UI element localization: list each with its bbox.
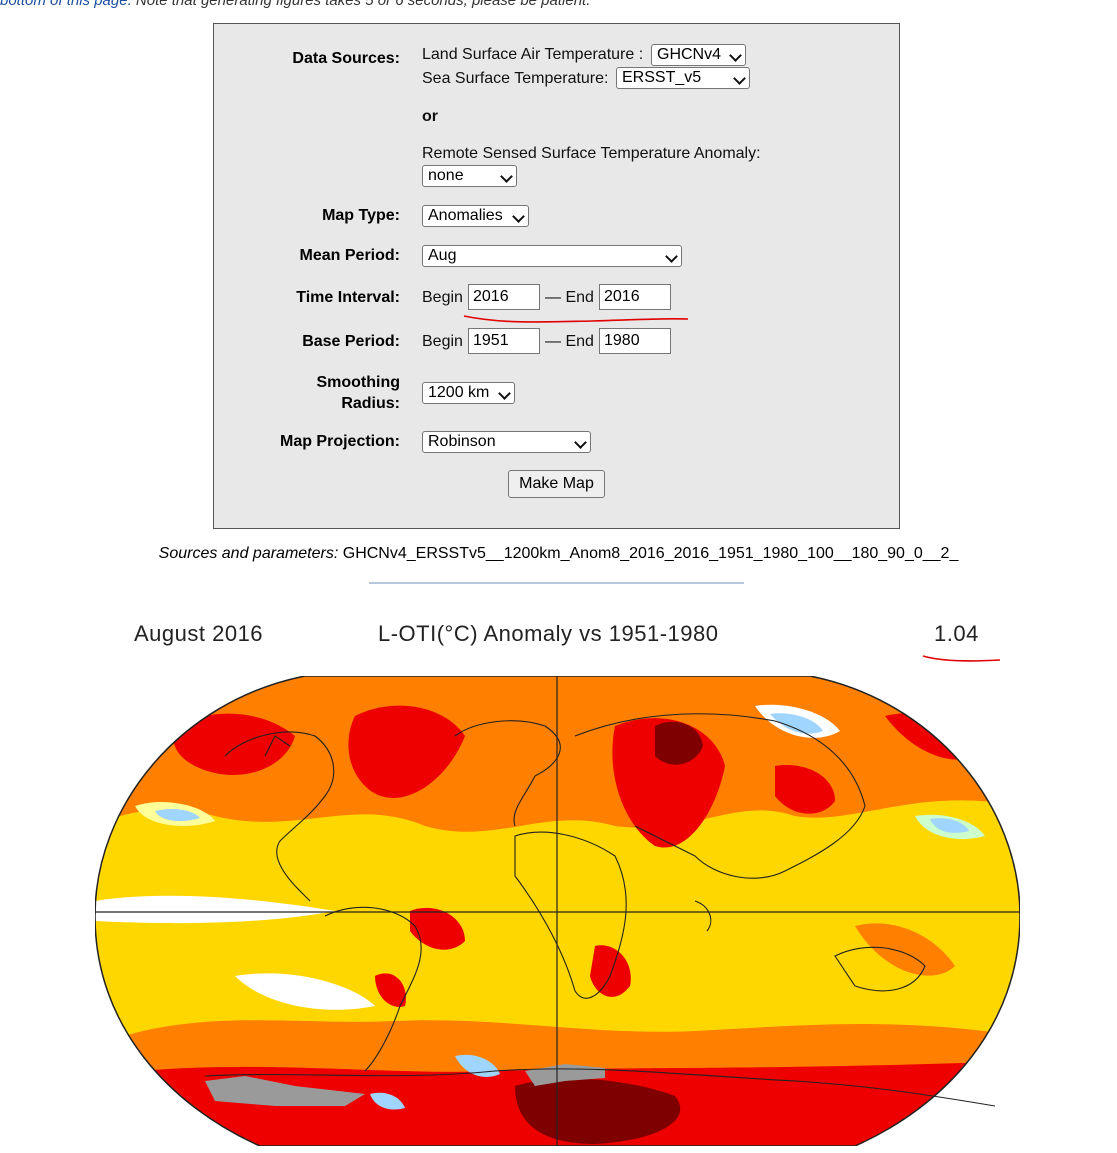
anomaly-red-sa-south <box>375 973 406 1007</box>
ink-underline-mean <box>922 655 1001 662</box>
chevron-down-icon <box>500 170 513 183</box>
anomaly-blue-patch <box>930 818 969 833</box>
bottom-link[interactable]: bottom of this page. <box>0 0 132 9</box>
anomaly-blue-patch <box>155 808 200 822</box>
base-end-text: — End <box>545 333 594 350</box>
mean-period-label: Mean Period: <box>299 247 400 264</box>
anomaly-red-sa <box>410 907 465 950</box>
time-begin-text: Begin <box>422 289 463 306</box>
map-title: L-OTI(°C) Anomaly vs 1951-1980 <box>378 621 719 646</box>
base-period-label: Base Period: <box>302 333 400 350</box>
anomaly-antarctic-darkred <box>515 1078 681 1144</box>
ink-underline-time <box>463 315 689 323</box>
anomaly-red-pacific <box>775 765 835 814</box>
map-period: August 2016 <box>134 621 264 646</box>
anomaly-white-band <box>95 895 335 924</box>
smoothing-select[interactable]: 1200 km <box>422 382 515 404</box>
anomaly-orange-australia <box>855 923 955 976</box>
or-text: or <box>422 108 438 125</box>
base-end-input[interactable]: 1980 <box>599 328 671 354</box>
global-mean-value: 1.04 <box>934 621 979 646</box>
chevron-down-icon <box>498 387 511 400</box>
map-type-select[interactable]: Anomalies <box>422 205 529 227</box>
time-interval-label: Time Interval: <box>296 289 400 306</box>
no-data-area <box>205 1076 365 1106</box>
map-form: Data Sources: Land Surface Air Temperatu… <box>213 23 900 529</box>
base-begin-text: Begin <box>422 333 463 350</box>
projection-label: Map Projection: <box>279 433 400 450</box>
top-note: bottom of this page. Note that generatin… <box>0 0 590 9</box>
anomaly-white-patch <box>235 973 375 1010</box>
land-label: Land Surface Air Temperature : <box>422 46 644 63</box>
chevron-down-icon <box>665 250 678 263</box>
projection-select[interactable]: Robinson <box>422 431 591 453</box>
projection-value: Robinson <box>428 433 496 450</box>
time-end-input[interactable]: 2016 <box>599 284 671 310</box>
anomaly-map <box>94 675 1021 1147</box>
data-sources-label: Data Sources: <box>292 50 400 67</box>
top-note-text: Note that generating figures takes 5 or … <box>131 0 591 9</box>
mean-period-value: Aug <box>428 247 457 264</box>
land-select[interactable]: GHCNv4 <box>651 44 746 66</box>
anomaly-blue-patch <box>370 1092 405 1110</box>
land-select-value: GHCNv4 <box>657 46 722 63</box>
sources-label: Sources and parameters: <box>158 545 339 562</box>
map-type-value: Anomalies <box>428 207 503 224</box>
remote-select[interactable]: none <box>422 165 517 187</box>
time-end-text: — End <box>545 289 594 306</box>
coastlines <box>204 713 996 1107</box>
chevron-down-icon <box>512 210 525 223</box>
mean-period-select[interactable]: Aug <box>422 245 682 267</box>
sources-value: GHCNv4_ERSSTv5__1200km_Anom8_2016_2016_1… <box>338 545 959 562</box>
chevron-down-icon <box>729 49 742 62</box>
anomaly-red-na <box>173 713 295 775</box>
base-begin-input[interactable]: 1951 <box>468 328 540 354</box>
sources-line: Sources and parameters: GHCNv4_ERSSTv5__… <box>0 545 1117 563</box>
anomaly-darkred-siberia <box>655 721 703 765</box>
divider <box>369 582 744 584</box>
chevron-down-icon <box>733 72 746 85</box>
remote-label: Remote Sensed Surface Temperature Anomal… <box>422 145 761 162</box>
map-type-label: Map Type: <box>322 207 400 224</box>
sea-select-value: ERSST_v5 <box>622 69 702 86</box>
time-begin-input[interactable]: 2016 <box>468 284 540 310</box>
make-map-button[interactable]: Make Map <box>508 470 605 498</box>
robinson-map <box>94 675 1021 1147</box>
anomaly-red-atlantic <box>348 705 465 798</box>
smoothing-value: 1200 km <box>428 384 490 401</box>
smoothing-label-1: Smoothing <box>316 374 400 391</box>
sea-select[interactable]: ERSST_v5 <box>616 67 750 89</box>
anomaly-red-africa <box>590 945 631 997</box>
chevron-down-icon <box>574 436 587 449</box>
remote-select-value: none <box>428 167 464 184</box>
smoothing-label-2: Radius: <box>341 395 400 412</box>
anomaly-blue-patch <box>770 713 823 734</box>
sea-label: Sea Surface Temperature: <box>422 70 609 87</box>
